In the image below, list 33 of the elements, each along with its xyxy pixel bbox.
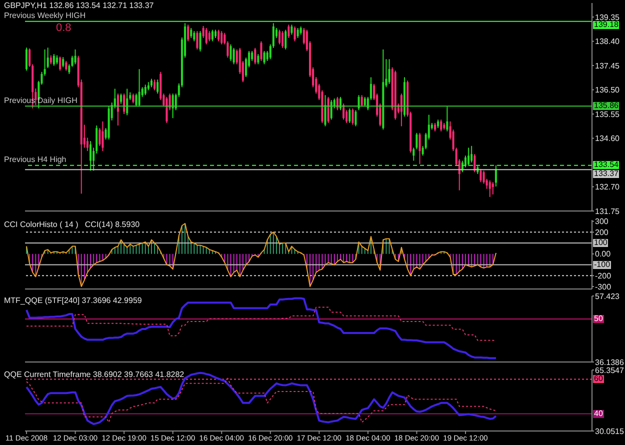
chart-title: QQE Current Timeframe 38.6902 39.7663 41.8282: [4, 370, 184, 379]
y-tick-label: 136.50: [595, 86, 620, 95]
chart-title: MTF_QQE (5TF[240] 37.3696 42.9959: [4, 296, 142, 305]
annotation: 0.8: [56, 22, 72, 34]
y-tick-label: 300: [595, 217, 609, 226]
ref-line-label: -100: [593, 260, 612, 269]
y-tick-label: -200: [595, 271, 612, 280]
ref-line-label: 60: [593, 374, 604, 384]
y-tick-label: 57.423: [595, 292, 620, 301]
y-tick-label: 30.0515: [595, 426, 624, 436]
ref-line-label: 100: [593, 238, 608, 248]
y-tick-label: 200: [595, 228, 609, 238]
y-tick-label: 132.70: [595, 182, 620, 192]
ref-line-label: 135.86: [593, 101, 620, 110]
annotation: Previous H4 High: [4, 155, 66, 164]
ref-line-label: 133.37: [593, 168, 620, 178]
annotation: Previous Weekly HIGH: [4, 11, 86, 20]
ref-line-label: 139.18: [593, 20, 620, 30]
y-tick-label: 0.00: [595, 250, 612, 259]
chart-title: GBPJPY,H1 132.86 133.54 132.71 133.37: [4, 1, 154, 10]
y-tick-label: 137.45: [595, 61, 620, 70]
y-tick-label: 36.1386: [595, 358, 624, 367]
y-tick-label: 131.75: [595, 206, 620, 216]
ref-line-label: 40: [593, 408, 604, 418]
y-tick-label: 134.60: [595, 134, 620, 144]
y-tick-label: -300: [595, 282, 612, 292]
y-tick-label: 65.3547: [595, 366, 624, 375]
chart-title: CCI ColorHisto ( 14 ) CCI(14) 8.5930: [4, 220, 140, 229]
y-tick-label: 135.55: [595, 110, 620, 119]
ref-line-label: 50: [593, 314, 604, 324]
y-tick-label: 139.35: [595, 12, 620, 22]
y-tick-label: 138.40: [595, 37, 620, 46]
ref-line-label: 133.54: [593, 160, 620, 170]
